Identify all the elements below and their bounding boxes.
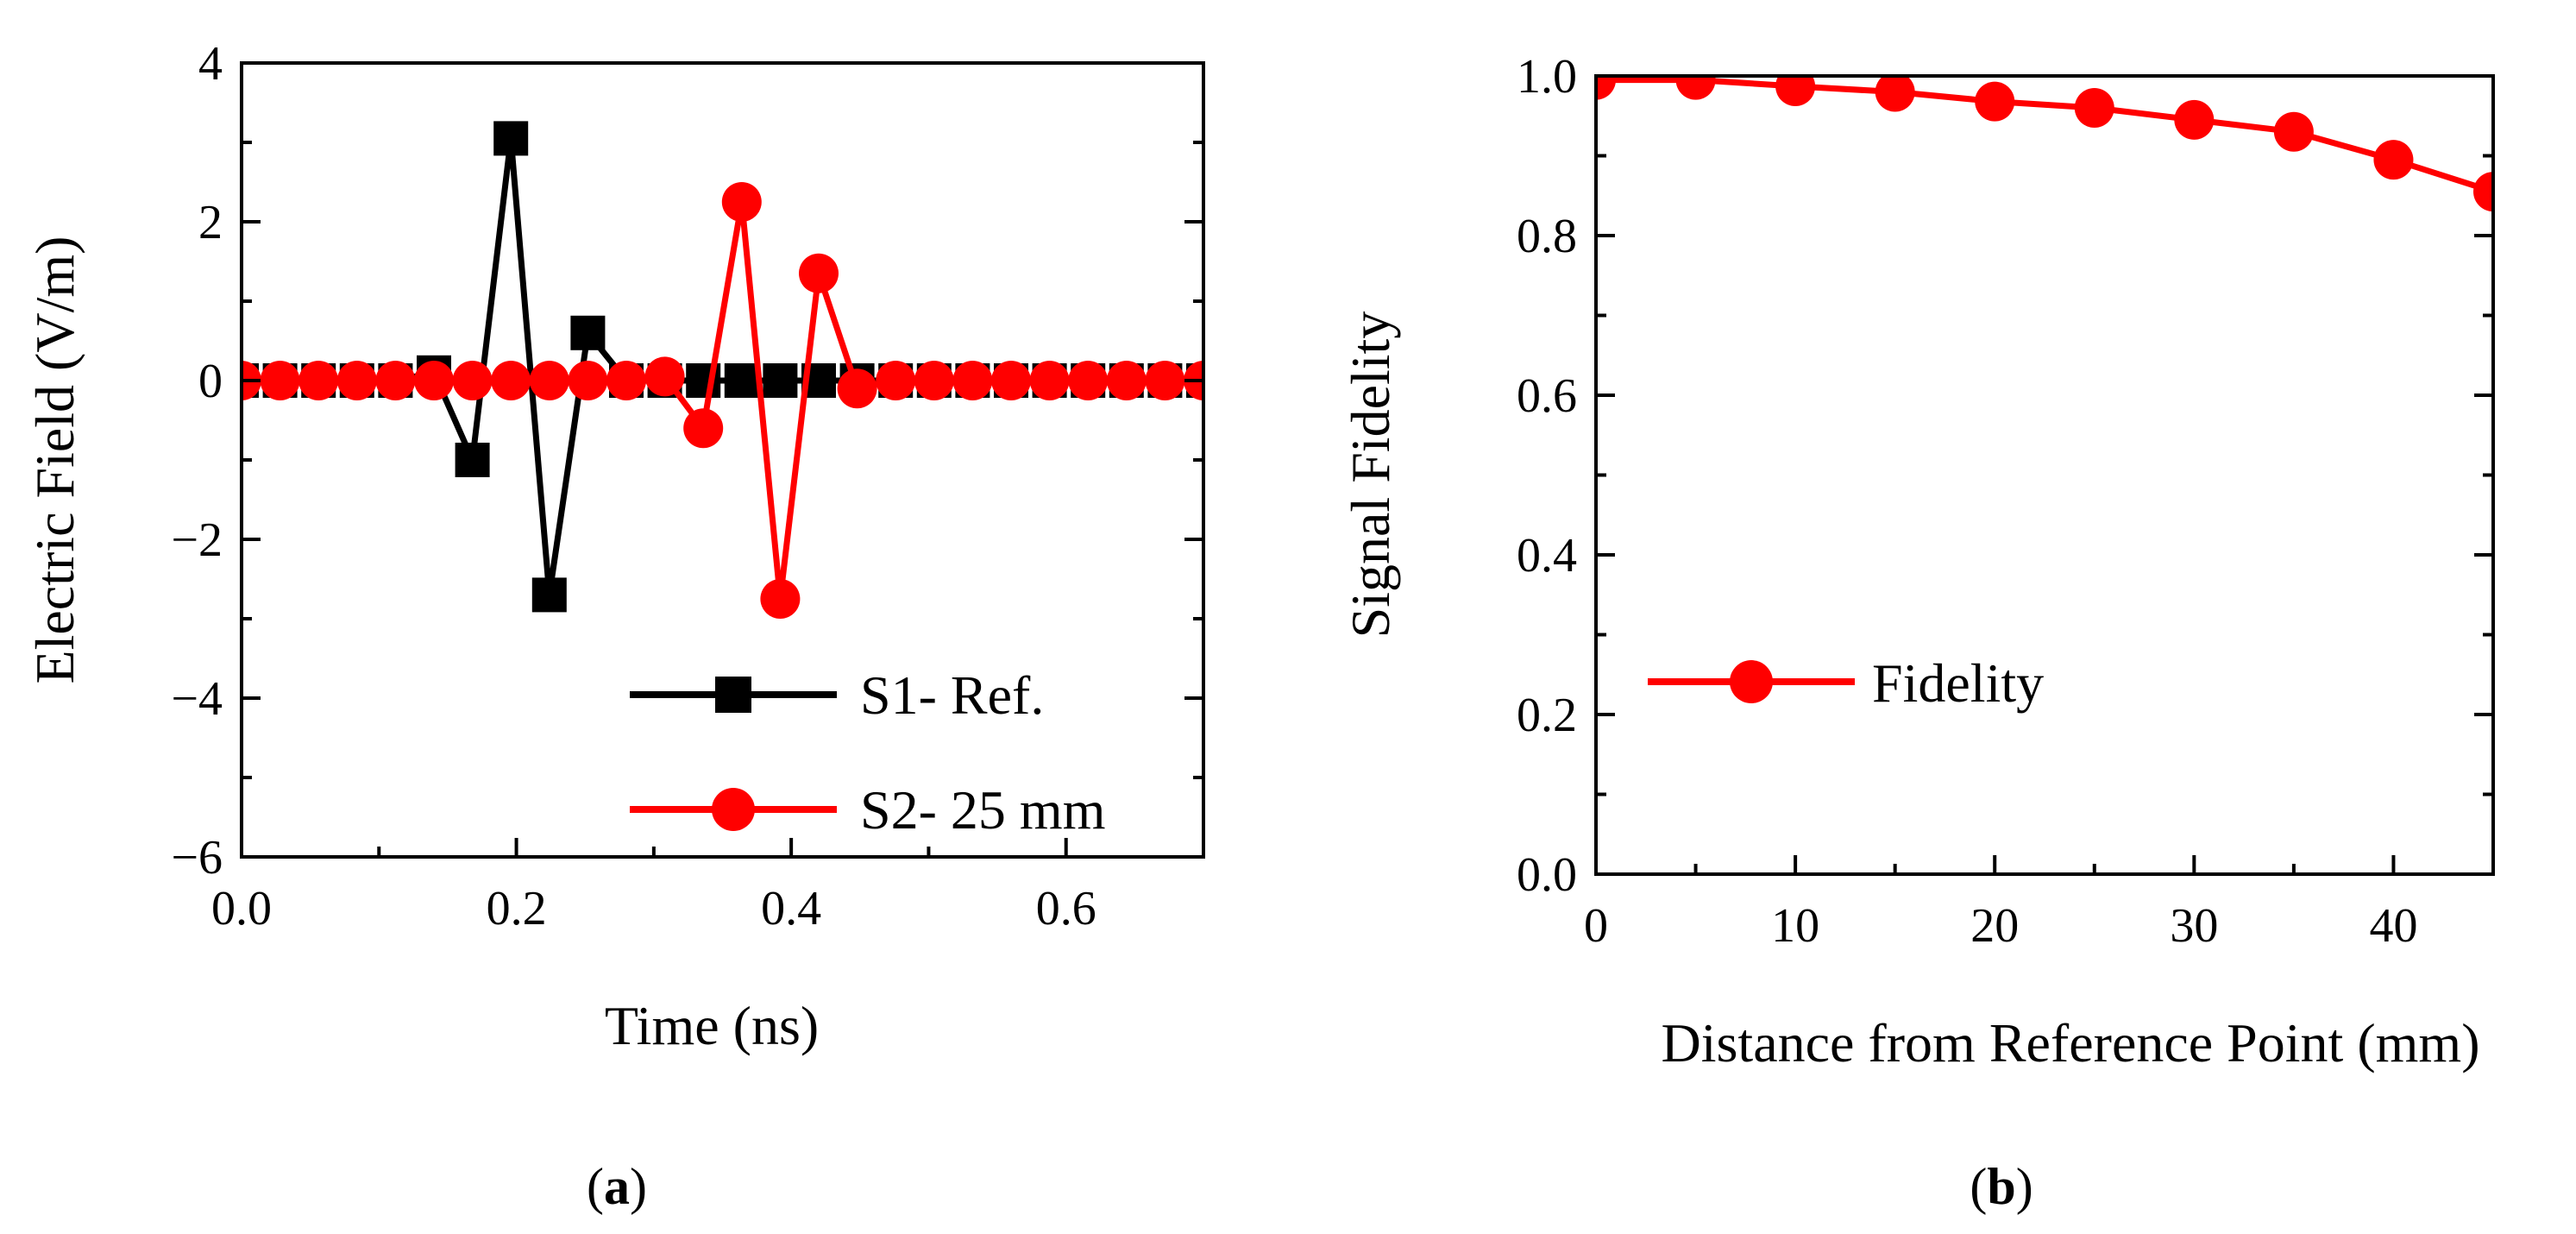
panel-a-x-tick-label: 0.0 [211, 882, 272, 935]
panel-b-data-point [2373, 140, 2414, 180]
legend-label-s1: S1- Ref. [860, 664, 1044, 726]
panel-a-y-tick-label: −4 [171, 672, 223, 726]
panel-b-ticks: 0 10 20 30 40 1.0 0.8 0.6 0.4 0.2 0.0 [1517, 50, 2495, 953]
panel-a-data-point [644, 356, 685, 397]
caption-a-letter: a [604, 1158, 630, 1215]
panel-b-x-tick-label: 0 [1584, 899, 1608, 953]
panel-b-data-point [2273, 111, 2314, 152]
panel-b-x-axis-title: Distance from Reference Point (mm) [1662, 1012, 2480, 1073]
panel-a-ticks: 0.0 0.2 0.4 0.6 4 2 0 −2 −4 −6 [171, 37, 1205, 935]
panel-b-axes-frame [1594, 74, 2495, 876]
panel-b-y-tick-label: 0.0 [1517, 848, 1577, 902]
panel-b-data-point [1875, 76, 1915, 112]
panel-a-data-point [952, 361, 993, 400]
panel-a-series-0 [242, 121, 1203, 613]
panel-b-y-tick-label: 1.0 [1517, 50, 1577, 104]
legend-marker-s2 [712, 788, 755, 831]
panel-a-data-point [491, 361, 531, 400]
caption-a-open: ( [587, 1158, 604, 1215]
panel-a-plot-area [242, 121, 1203, 619]
panel-b-legend: Fidelity [1648, 652, 2044, 714]
panel-b-series-line-0 [1596, 77, 2493, 195]
panel-a-data-point [414, 361, 454, 400]
panel-b-data-point [2174, 99, 2215, 140]
panel-a-data-point [375, 361, 416, 400]
panel-b-series-0 [1596, 76, 2493, 212]
panel-a-axes-frame [240, 61, 1205, 859]
panel-a-y-axis-title: Electric Field (V/m) [24, 236, 85, 684]
panel-a-data-point [683, 408, 724, 449]
caption-b-letter: b [1987, 1158, 2015, 1215]
panel-a-data-point [991, 361, 1031, 400]
legend-marker-fidelity [1730, 660, 1773, 703]
panel-a-data-point [760, 579, 801, 619]
panel-a-series-1 [242, 182, 1203, 619]
panel-a-data-point [1029, 361, 1070, 400]
panel-a-data-point [260, 361, 300, 400]
panel-b-chart: 0 10 20 30 40 1.0 0.8 0.6 0.4 0.2 0.0 Distance fro… [1340, 50, 2495, 1215]
caption-b-close: ) [2016, 1158, 2033, 1215]
panel-a-data-point [568, 361, 608, 400]
panel-a-data-point [493, 121, 529, 156]
panel-b-data-point [1675, 76, 1716, 100]
panel-a-data-point [1145, 361, 1185, 400]
legend-label-fidelity: Fidelity [1872, 652, 2044, 714]
caption-b-open: ( [1970, 1158, 1987, 1215]
panel-a-data-point [531, 577, 567, 613]
panel-b-data-point [2473, 172, 2493, 212]
panel-a-data-point [1068, 361, 1109, 400]
panel-b-data-point [2074, 88, 2114, 128]
panel-a-data-point [837, 368, 877, 409]
panel-b-y-tick-label: 0.8 [1517, 210, 1577, 263]
panel-a-series-line-1 [242, 198, 1203, 602]
panel-a-data-point [570, 315, 606, 350]
panel-b-x-tick-label: 20 [1970, 899, 2019, 953]
panel-a-data-point [529, 361, 569, 400]
panel-b-x-tick-label: 30 [2170, 899, 2218, 953]
panel-a-data-point [1106, 361, 1147, 400]
legend-label-s2: S2- 25 mm [860, 779, 1105, 841]
panel-a-x-axis-title: Time (ns) [605, 995, 819, 1056]
panel-a-x-tick-label: 0.4 [761, 882, 821, 935]
panel-a-y-tick-label: 4 [198, 37, 223, 91]
panel-b-data-point [1775, 76, 1816, 107]
panel-a-data-point [606, 361, 646, 400]
panel-b-y-axis-title: Signal Fidelity [1340, 312, 1401, 639]
panel-b-data-point [1975, 81, 2015, 122]
panel-b-caption: (b) [1970, 1158, 2033, 1215]
panel-a-data-point [455, 443, 490, 477]
panel-a-data-point [452, 361, 493, 400]
panel-a-data-point [724, 363, 759, 398]
panel-b-x-tick-label: 10 [1771, 899, 1819, 953]
panel-a-y-tick-label: −2 [171, 513, 223, 567]
panel-b-data-point [1596, 76, 1616, 100]
panel-a-y-tick-label: −6 [171, 831, 223, 885]
panel-a-data-point [298, 361, 339, 400]
panel-a-y-tick-label: 2 [198, 196, 223, 249]
legend-marker-s1 [715, 677, 751, 713]
panel-a-y-tick-label: 0 [198, 355, 223, 408]
panel-a-data-point [763, 363, 798, 398]
panel-a-data-point [799, 253, 839, 293]
panel-a-x-tick-label: 0.6 [1036, 882, 1096, 935]
panel-a-caption: (a) [587, 1158, 647, 1215]
panel-a-data-point [336, 361, 377, 400]
panel-b-y-tick-label: 0.4 [1517, 529, 1577, 582]
panel-a-chart: 0.0 0.2 0.4 0.6 4 2 0 −2 −4 −6 Time (ns) Electric… [24, 37, 1205, 1215]
panel-a-x-tick-label: 0.2 [487, 882, 547, 935]
panel-b-y-tick-label: 0.6 [1517, 369, 1577, 423]
panel-b-y-tick-label: 0.2 [1517, 689, 1577, 742]
panel-a-data-point [876, 361, 916, 400]
caption-a-close: ) [630, 1158, 647, 1215]
panel-a-legend: S1- Ref. S2- 25 mm [630, 664, 1105, 841]
panel-b-x-tick-label: 40 [2369, 899, 2417, 953]
panel-a-data-point [914, 361, 954, 400]
panel-b-plot-area [1596, 76, 2493, 212]
panel-a-data-point [721, 182, 762, 222]
